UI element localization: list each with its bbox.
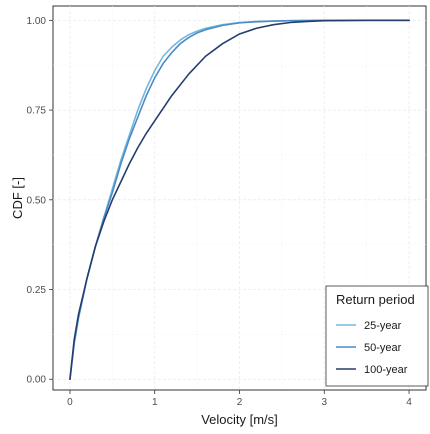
legend-label-100-year: 100-year [364, 364, 408, 376]
x-tick-label: 1 [152, 397, 158, 408]
x-tick-label: 4 [406, 397, 412, 408]
series-line-100-year [69, 19, 410, 381]
y-tick-label: 0.75 [27, 106, 47, 117]
y-tick-label: 1.00 [27, 16, 47, 27]
series-lines [69, 19, 410, 381]
x-tick-label: 3 [321, 397, 327, 408]
axis-ticks: 0 1 2 3 4 0.00 0.25 0.50 0.75 1.00 [27, 16, 413, 408]
legend-title: Return period [336, 292, 415, 307]
x-tick-label: 0 [67, 397, 73, 408]
legend-label-50-year: 50-year [364, 342, 402, 354]
legend-items: 25-year 50-year 100-year [336, 320, 408, 376]
legend-label-25-year: 25-year [364, 320, 402, 332]
x-tick-label: 2 [237, 397, 243, 408]
y-tick-label: 0.50 [27, 195, 47, 206]
y-tick-label: 0.25 [27, 285, 47, 296]
legend: Return period 25-year 50-year 100-year [325, 285, 429, 387]
x-axis-title: Velocity [m/s] [201, 412, 278, 427]
y-axis-title: CDF [-] [10, 177, 25, 219]
y-tick-label: 0.00 [27, 375, 47, 386]
